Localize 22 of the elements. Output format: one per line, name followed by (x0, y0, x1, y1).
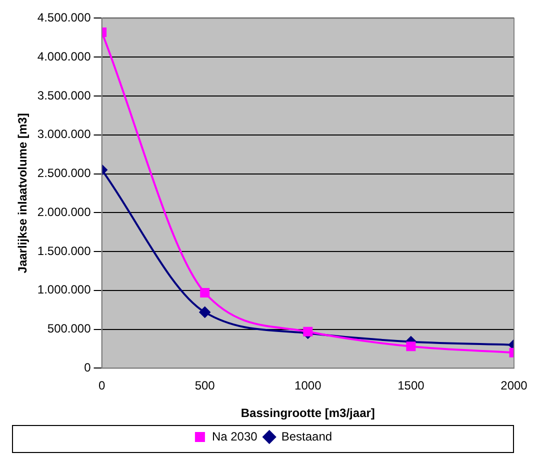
legend-label: Na 2030 (212, 429, 258, 444)
y-tick-label: 0 (84, 360, 92, 375)
point (303, 326, 313, 336)
y-tick-label: 1.000.000 (37, 282, 92, 297)
y-axis-title: Jaarlijkse inlaatvolume [m3] (16, 113, 30, 274)
y-tick-label: 3.000.000 (37, 127, 92, 142)
x-axis-title: Bassingrootte [m3/jaar] (240, 406, 375, 420)
x-tick-label: 500 (194, 378, 216, 393)
y-tick-label: 3.500.000 (37, 88, 92, 102)
y-tick-label: 2.000.000 (37, 204, 92, 219)
x-tick-label: 2000 (500, 378, 528, 393)
x-tick-label: 0 (98, 378, 106, 393)
y-tick-label: 4.000.000 (37, 49, 92, 64)
point (406, 342, 416, 352)
x-tick-label: 1000 (294, 378, 322, 393)
point (200, 288, 210, 298)
y-tick-label: 4.500.000 (37, 10, 92, 25)
y-tick-label: 2.500.000 (37, 166, 92, 180)
legend-label: Bestaand (281, 429, 332, 444)
x-tick-label: 1500 (398, 378, 425, 393)
y-tick-label: 1.500.000 (37, 244, 92, 258)
y-tick-label: 500.000 (47, 322, 92, 336)
